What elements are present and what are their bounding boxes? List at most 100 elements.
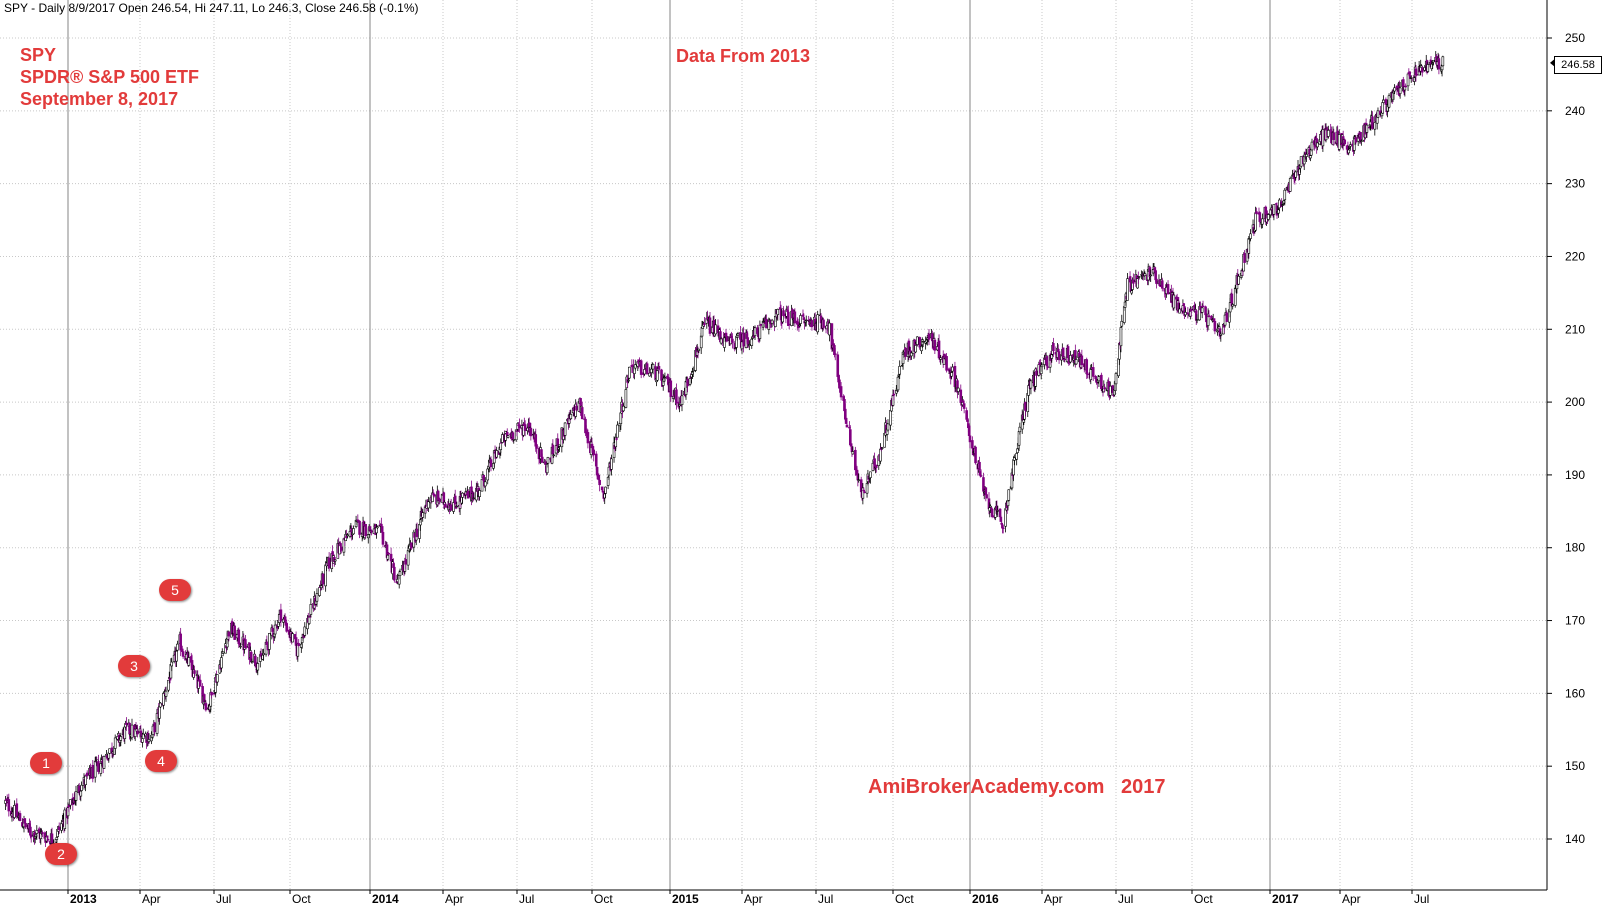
candle-body xyxy=(845,424,849,428)
x-tick-label: Jul xyxy=(1118,892,1133,906)
x-tick-label: 2016 xyxy=(972,892,999,906)
candle-body xyxy=(1040,364,1044,368)
candle-body xyxy=(46,839,50,841)
candle-body xyxy=(607,466,611,476)
candle-body xyxy=(1404,85,1407,88)
candle-body xyxy=(404,559,407,565)
wave-marker-1: 1 xyxy=(30,752,62,774)
candle-body xyxy=(119,736,123,741)
candle-body xyxy=(628,366,631,379)
candle-body xyxy=(1348,144,1352,147)
candle-body xyxy=(592,449,595,456)
candle-body xyxy=(751,336,754,339)
candle-body xyxy=(1015,453,1018,460)
candle-body xyxy=(1027,385,1030,396)
candle-body xyxy=(1327,130,1330,137)
candle-body xyxy=(358,520,361,535)
candle-body xyxy=(13,805,16,818)
candle-body xyxy=(1069,355,1072,363)
candle-body xyxy=(1310,141,1314,151)
x-tick-label: Apr xyxy=(1044,892,1063,906)
candle-body xyxy=(198,679,202,687)
candle-body xyxy=(1255,211,1258,215)
candle-body xyxy=(489,459,493,467)
candle-body xyxy=(315,593,319,602)
candle-body xyxy=(891,395,895,406)
candle-body xyxy=(1406,73,1410,87)
candle-body xyxy=(838,379,841,389)
candle-body xyxy=(170,661,174,667)
candle-body xyxy=(291,633,294,643)
candle-body xyxy=(518,424,521,429)
candle-body xyxy=(512,439,516,441)
candle-body xyxy=(787,323,791,326)
candle-body xyxy=(951,366,954,372)
candle-body xyxy=(1441,56,1445,67)
candle-body xyxy=(1137,276,1141,278)
candle-body xyxy=(610,458,613,470)
candle-body xyxy=(1288,178,1292,192)
candle-body xyxy=(965,410,968,420)
candle-body xyxy=(57,826,61,831)
candle-body xyxy=(55,837,59,840)
candle-body xyxy=(113,737,117,749)
candle-body xyxy=(563,422,567,436)
candle-body xyxy=(130,724,134,739)
candle-body xyxy=(99,763,103,774)
candle-body xyxy=(164,690,168,697)
candle-body xyxy=(1365,124,1369,133)
candle-body xyxy=(386,554,390,560)
y-tick-label: 170 xyxy=(1565,614,1585,628)
candle-body xyxy=(910,352,913,357)
candle-body xyxy=(886,423,890,431)
candle-body xyxy=(1057,351,1061,361)
y-tick-label: 160 xyxy=(1565,686,1585,700)
candle-body xyxy=(962,400,965,403)
candle-body xyxy=(393,566,396,581)
candle-body xyxy=(480,478,484,492)
candle-body xyxy=(719,338,723,344)
candle-body xyxy=(1219,333,1223,336)
y-tick-label: 150 xyxy=(1565,759,1585,773)
y-tick-label: 190 xyxy=(1565,468,1585,482)
y-tick-label: 240 xyxy=(1565,104,1585,118)
candle-body xyxy=(1309,155,1312,159)
candle-body xyxy=(216,674,219,683)
candle-body xyxy=(529,428,533,437)
candle-body xyxy=(643,369,646,375)
candle-body xyxy=(688,378,692,385)
candle-body xyxy=(828,322,831,336)
y-tick-label: 140 xyxy=(1565,832,1585,846)
candle-body xyxy=(546,457,550,464)
candle-body xyxy=(1432,59,1435,63)
candle-body xyxy=(575,405,578,411)
candle-body xyxy=(176,643,179,651)
candle-body xyxy=(327,557,331,569)
candle-body xyxy=(1316,142,1319,148)
candle-body xyxy=(947,368,951,372)
candle-body xyxy=(1109,385,1112,396)
candle-body xyxy=(449,504,453,511)
candle-body xyxy=(1283,189,1287,201)
candle-body xyxy=(1371,116,1374,129)
candle-body xyxy=(1085,359,1089,374)
candle-body xyxy=(1172,294,1176,309)
candle-body xyxy=(822,319,825,328)
candle-body xyxy=(136,730,139,735)
candle-body xyxy=(921,340,925,343)
candle-body xyxy=(1201,305,1205,308)
x-tick-label: Apr xyxy=(445,892,464,906)
candle-body xyxy=(356,519,360,521)
candle-body xyxy=(1103,387,1106,390)
chart-header-info: SPY - Daily 8/9/2017 Open 246.54, Hi 247… xyxy=(4,1,419,15)
candle-body xyxy=(333,559,337,562)
candle-body xyxy=(892,393,896,396)
candle-body xyxy=(703,323,706,326)
candle-body xyxy=(770,319,774,324)
candle-body xyxy=(1080,355,1084,366)
candle-body xyxy=(535,444,538,449)
candle-body xyxy=(782,310,785,317)
candle-body xyxy=(1029,380,1033,389)
candle-body xyxy=(91,764,95,779)
